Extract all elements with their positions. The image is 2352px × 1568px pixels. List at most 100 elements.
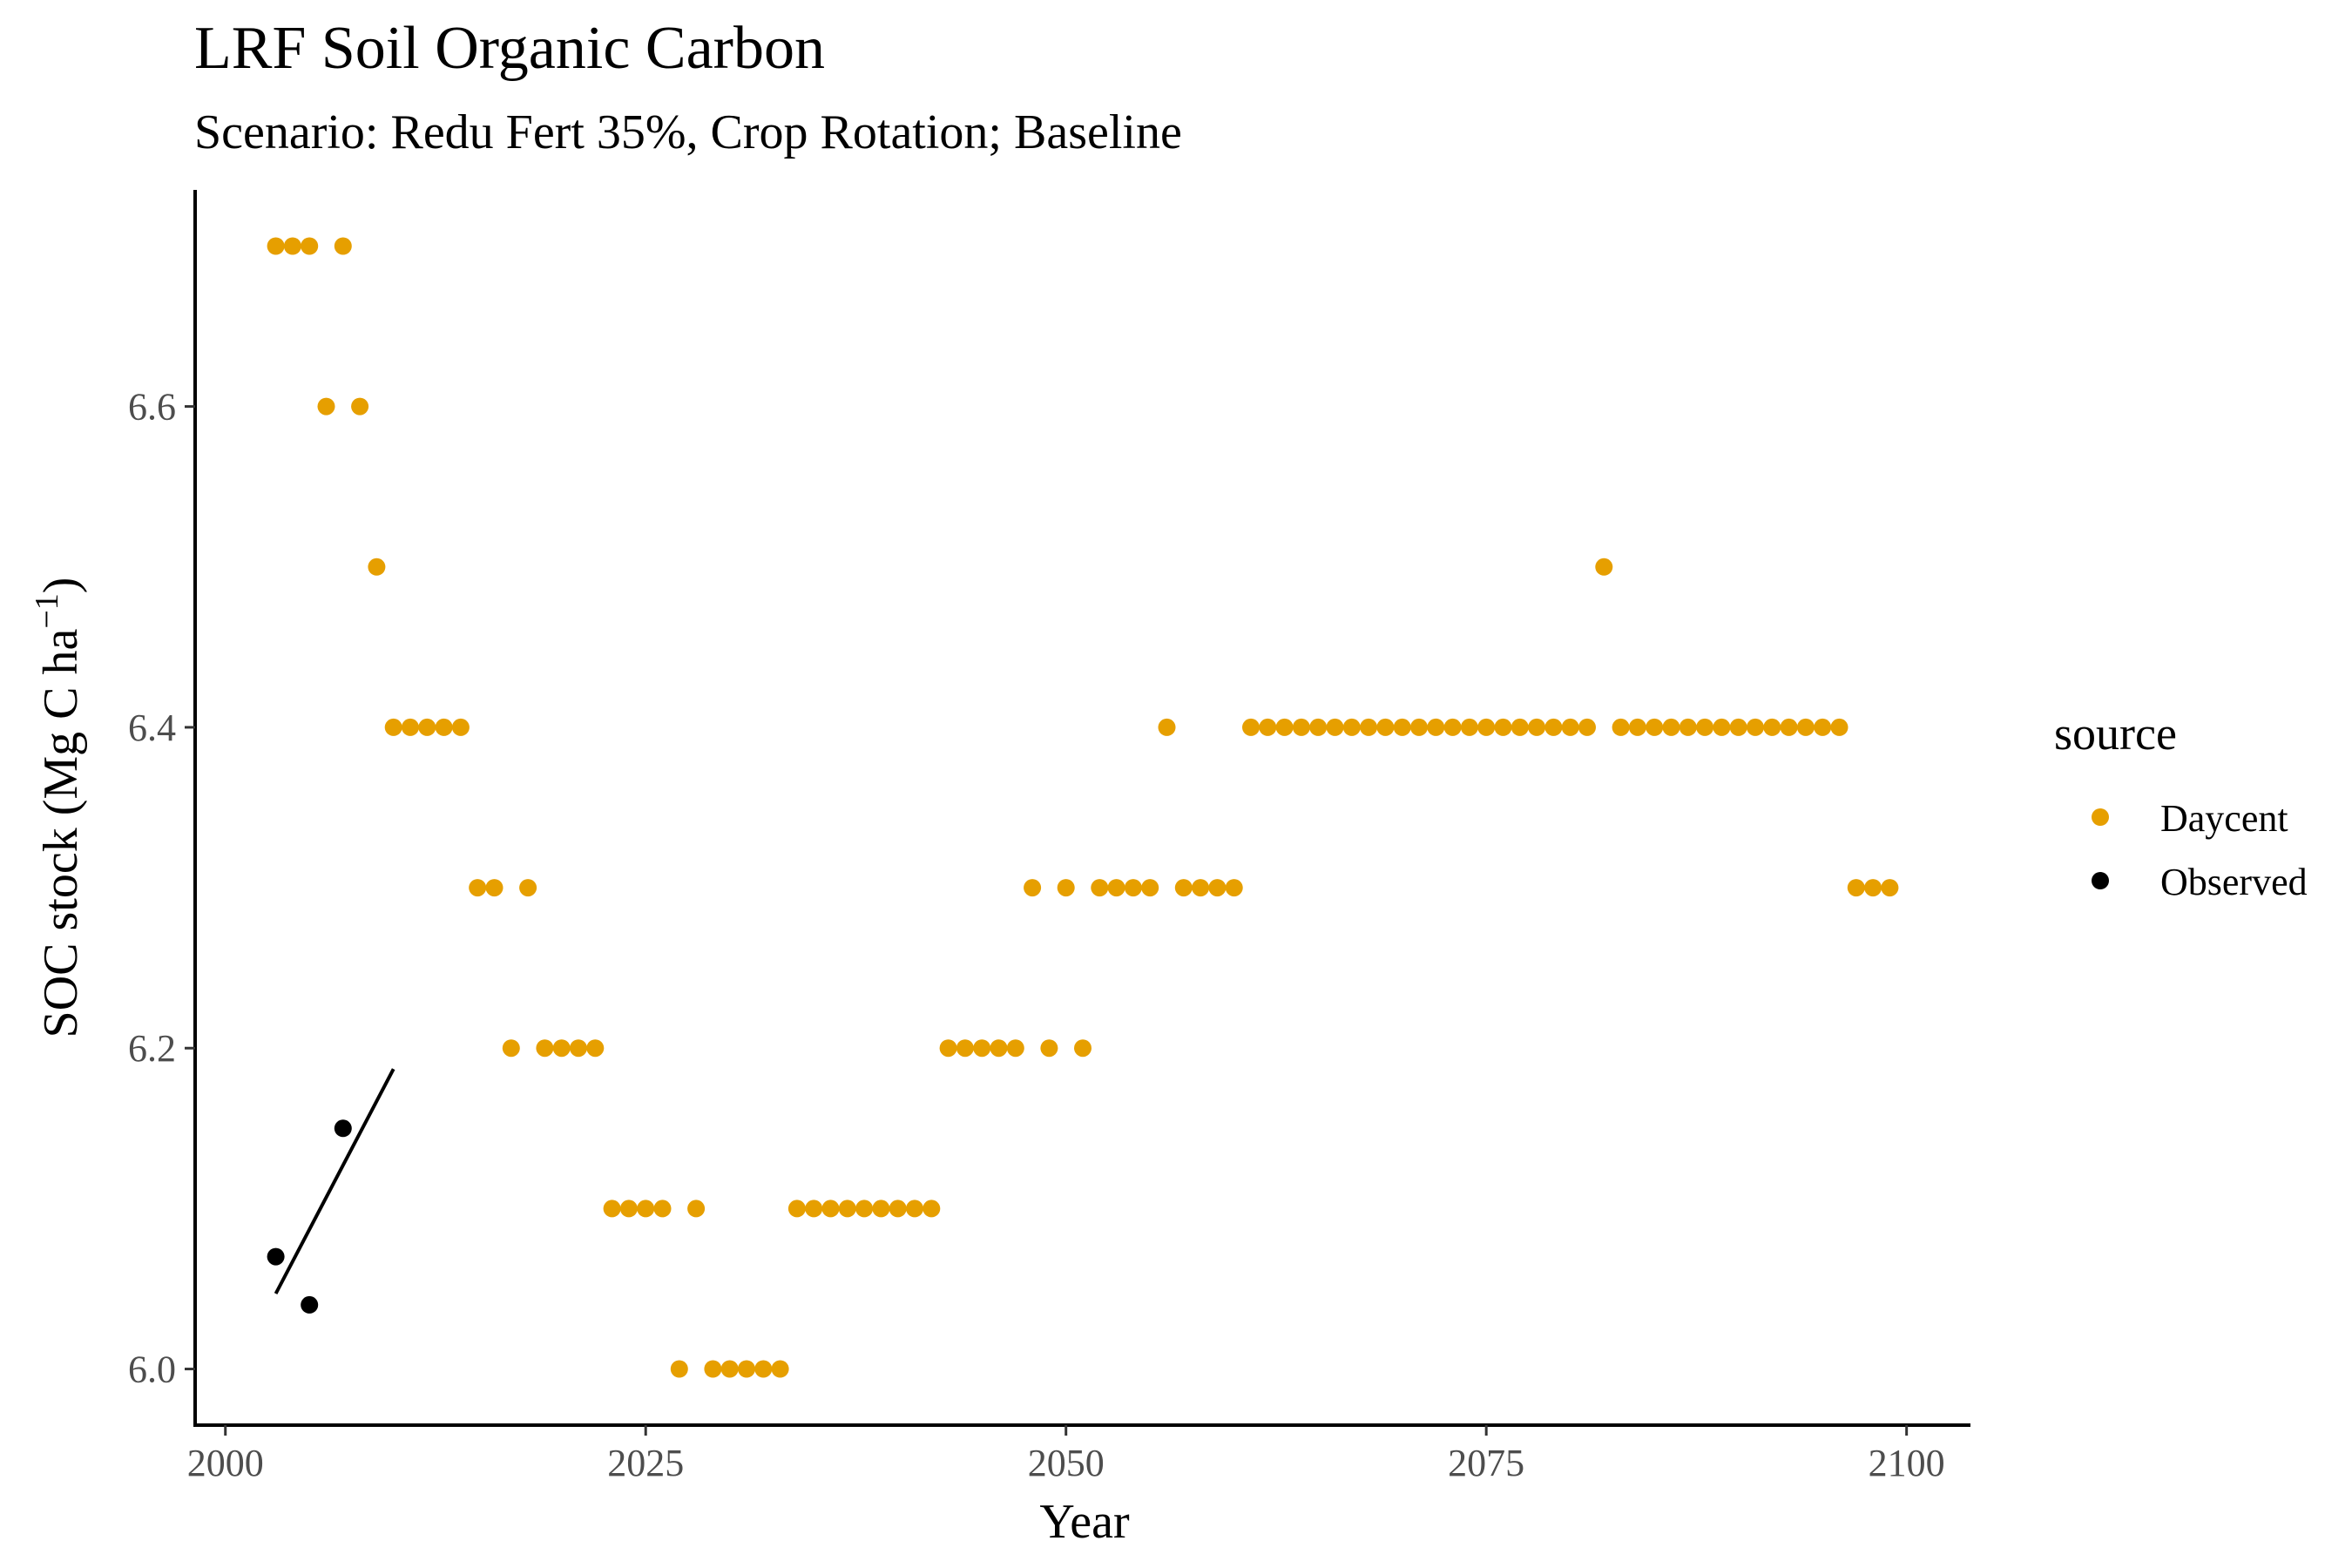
daycent-point [1814,718,1832,736]
daycent-point [805,1200,823,1218]
x-ticks: 2000 2025 2050 2075 2100 [187,1425,1945,1484]
daycent-point [1578,718,1596,736]
daycent-point [1646,718,1664,736]
daycent-point [821,1200,840,1218]
daycent-point [317,397,335,416]
legend-key-daycent [2092,808,2109,826]
y-tick-label: 6.0 [128,1348,176,1391]
daycent-point [1309,718,1328,736]
daycent-point [1881,879,1899,897]
daycent-point [637,1200,655,1218]
daycent-point [1662,718,1680,736]
daycent-point [1360,718,1378,736]
daycent-point [603,1200,621,1218]
daycent-point [687,1200,706,1218]
daycent-point [1326,718,1344,736]
daycent-point [1342,718,1361,736]
daycent-point [889,1200,907,1218]
daycent-point [1477,718,1496,736]
daycent-point [670,1360,688,1378]
daycent-point [586,1039,605,1058]
y-ticks: 6.0 6.2 6.4 6.6 [128,386,195,1391]
daycent-point [1141,879,1159,897]
observed-trend-line [274,1068,395,1294]
daycent-point [990,1039,1008,1058]
daycent-point [519,879,537,897]
daycent-point [872,1200,890,1218]
legend: source Daycent Observed [2054,707,2308,903]
daycent-point [720,1360,739,1378]
daycent-point [1174,879,1193,897]
daycent-point [1006,1039,1024,1058]
x-tick-label: 2100 [1869,1442,1945,1484]
daycent-point [1443,718,1462,736]
daycent-point [1057,879,1075,897]
daycent-point [1713,718,1731,736]
daycent-point [552,1039,571,1058]
y-axis-title-main: SOC stock (Mg C ha [34,629,88,1038]
y-axis-title-end: ) [34,578,88,594]
daycent-point [1292,718,1310,736]
daycent-point [838,1200,856,1218]
daycent-point [1024,879,1042,897]
daycent-point [1511,718,1529,736]
daycent-point [1595,558,1613,576]
daycent-point [502,1039,520,1058]
daycent-point [1208,879,1227,897]
daycent-point [1747,718,1764,736]
daycent-point [956,1039,974,1058]
daycent-point [1242,718,1260,736]
daycent-point [1494,718,1512,736]
points-layer [267,237,1899,1378]
x-tick-label: 2000 [187,1442,264,1484]
y-tick-label: 6.2 [128,1027,176,1070]
daycent-point [923,1200,941,1218]
daycent-point [1830,718,1848,736]
daycent-point [351,397,369,416]
legend-label-daycent: Daycent [2160,797,2288,840]
y-axis-title: SOC stock (Mg C ha−1) [29,578,88,1038]
daycent-point [1410,718,1428,736]
legend-label-observed: Observed [2160,861,2308,903]
daycent-point [855,1200,874,1218]
daycent-point [704,1360,722,1378]
x-tick-label: 2050 [1028,1442,1105,1484]
daycent-point [1376,718,1395,736]
daycent-point [267,237,285,255]
daycent-point [368,558,386,576]
daycent-point [1679,718,1697,736]
y-tick-label: 6.6 [128,386,176,429]
fit-layer [274,1068,395,1294]
daycent-point [1259,718,1277,736]
daycent-point [402,718,419,736]
daycent-point [619,1200,638,1218]
daycent-point [1729,718,1747,736]
daycent-point [973,1039,991,1058]
daycent-point [1074,1039,1092,1058]
daycent-point [1275,718,1294,736]
daycent-point [1612,718,1630,736]
daycent-point [1780,718,1798,736]
chart-title: LRF Soil Organic Carbon [194,15,825,82]
chart-subtitle: Scenario: Redu Fert 35%, Crop Rotation; … [194,105,1182,159]
legend-key-observed [2092,872,2109,889]
daycent-point [1091,879,1109,897]
daycent-point [301,237,319,255]
daycent-point [1763,718,1781,736]
daycent-point [1847,879,1865,897]
daycent-point [485,879,504,897]
daycent-point [653,1200,672,1218]
daycent-point [906,1200,923,1218]
daycent-point [1561,718,1579,736]
daycent-point [1107,879,1125,897]
observed-point [301,1295,319,1314]
daycent-point [1460,718,1478,736]
daycent-point [469,879,487,897]
daycent-point [1544,718,1563,736]
daycent-point [939,1039,957,1058]
daycent-point [1427,718,1445,736]
daycent-point [1796,718,1815,736]
daycent-point [754,1360,773,1378]
y-tick-label: 6.4 [128,706,176,749]
